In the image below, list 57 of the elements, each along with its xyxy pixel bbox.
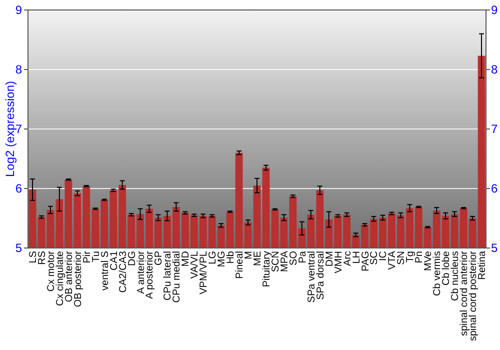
x-tick-label: VTA (387, 250, 398, 270)
x-tick-label: LS (28, 250, 39, 264)
x-tick-label: PAG (360, 250, 372, 272)
x-tick-label: A anterior (136, 250, 147, 294)
x-tick-label: Pir (82, 250, 93, 264)
x-tick-label: VMH (333, 251, 344, 274)
x-tick-label: spinal cord anterior (459, 250, 470, 336)
x-tick-label: MVe (423, 250, 434, 272)
x-tick-label: Pineal (234, 251, 246, 279)
x-tick-label: SC (369, 251, 380, 265)
x-tick-label: Pa (297, 250, 308, 264)
x-tick-label: M (244, 251, 255, 260)
y2-tick-label: 5 (491, 241, 498, 256)
y-tick-label: 6 (15, 182, 22, 196)
y2-tick-label: 6 (491, 182, 498, 196)
x-tick-label: Retina (477, 250, 488, 280)
y2-tick-label: 8 (491, 62, 498, 77)
x-tick-label: SN (396, 251, 408, 265)
x-tick-label: OB posterior (72, 250, 84, 308)
x-tick-label: LG (208, 250, 219, 264)
y-tick-label: 8 (15, 62, 22, 77)
x-tick-label: CPu medial (172, 251, 183, 303)
x-tick-label: Hb (226, 250, 237, 264)
x-tick-label: ME (252, 250, 264, 266)
x-tick-label: Cb nucleus (450, 251, 462, 302)
x-tick-label: CA1 (108, 250, 120, 270)
y2-tick-label: 7 (491, 122, 498, 136)
x-tick-label: SO (288, 250, 300, 266)
x-tick-label: CA2/CA3 (118, 250, 129, 293)
y-tick-label: 9 (15, 3, 22, 18)
x-tick-label: Pituitary (261, 251, 272, 288)
y-axis-title: Log2 (expression) (3, 80, 18, 178)
x-tick-label: Arc (342, 251, 354, 266)
x-tick-label: Cb lobe (441, 250, 452, 286)
x-tick-label: Tg (405, 251, 416, 263)
x-tick-label: VPM/VPL (198, 250, 210, 294)
x-tick-label: SCN (270, 251, 282, 272)
x-tick-label: Pn (414, 251, 426, 264)
x-tick-label: DG (126, 250, 138, 266)
x-tick-label: Cx motor (46, 250, 57, 292)
x-tick-label: IC (378, 251, 390, 261)
x-tick-label: A posterior (144, 250, 156, 299)
x-tick-label: MPA (279, 250, 290, 272)
x-tick-label: spinal cord posterior (468, 250, 480, 342)
y-tick-label: 7 (15, 122, 22, 136)
x-tick-label: DM (324, 251, 336, 267)
y2-tick-label: 9 (491, 3, 498, 18)
x-tick-label: OB anterior (64, 250, 75, 302)
y-tick-label: 5 (15, 241, 22, 256)
x-tick-label: SPa ventral (306, 251, 318, 303)
x-tick-label: RS (36, 250, 48, 265)
x-tick-label: ventral S (100, 250, 111, 290)
x-tick-label: Cx cingulate (54, 250, 66, 306)
x-tick-label: LH (351, 251, 362, 264)
x-tick-label: Tu (90, 251, 102, 262)
x-tick-label: SPa dorsal (315, 251, 326, 300)
x-tick-label: GP (154, 250, 165, 266)
